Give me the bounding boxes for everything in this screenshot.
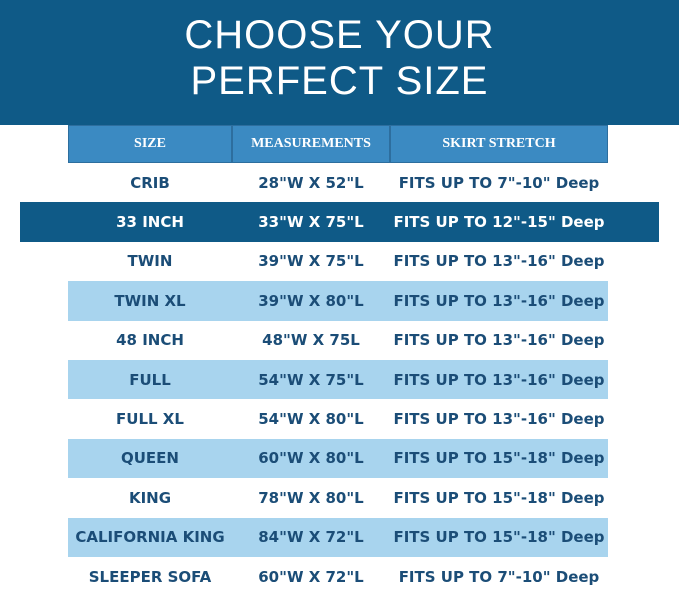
column-header: SKIRT STRETCH bbox=[390, 125, 608, 163]
table-row: CRIB 28"W X 52"L FITS UP TO 7"-10" Deep bbox=[68, 163, 608, 202]
table-cell: 48"W X 75L bbox=[262, 331, 360, 350]
table-row: FULL XL 54"W X 80"L FITS UP TO 13"-16" Dee… bbox=[68, 399, 608, 438]
table-cell: 48 INCH bbox=[116, 331, 184, 350]
table-row: CALIFORNIA KING 84"W X 72"L FITS UP TO 15"… bbox=[68, 517, 608, 557]
table-cell: FITS UP TO 13"-16" Deep bbox=[393, 331, 605, 350]
table-cell: FITS UP TO 15"-18" Deep bbox=[393, 528, 605, 547]
size-table: SIZE MEASUREMENTS SKIRT STRETCH CRIB 28"W… bbox=[20, 125, 659, 596]
header: CHOOSE YOUR PERFECT SIZE bbox=[0, 0, 679, 125]
table-cell: FITS UP TO 7"-10" Deep bbox=[398, 173, 600, 192]
table-row: QUEEN 60"W X 80"L FITS UP TO 15"-18" Deep bbox=[68, 438, 608, 479]
table-cell: FITS UP TO 7"-10" Deep bbox=[398, 567, 600, 586]
table-cell: CRIB bbox=[130, 173, 170, 192]
table-row: KING 78"W X 80"L FITS UP TO 15"-18" Deep bbox=[68, 478, 608, 517]
table-row: TWIN 39"W X 75"L FITS UP TO 13"-16" Deep bbox=[68, 242, 608, 281]
table-row: 48 INCH 48"W X 75L FITS UP TO 13"-16" Deep bbox=[68, 321, 608, 360]
title-line: PERFECT SIZE bbox=[190, 59, 489, 103]
table-cell: 60"W X 80"L bbox=[258, 449, 364, 468]
table-cell: CALIFORNIA KING bbox=[75, 528, 225, 547]
column-header: SIZE bbox=[68, 125, 232, 163]
table-cell: QUEEN bbox=[121, 449, 179, 468]
header-row: SIZE MEASUREMENTS SKIRT STRETCH bbox=[68, 125, 608, 163]
table-cell: 84"W X 72"L bbox=[258, 528, 364, 547]
table-cell: FITS UP TO 13"-16" Deep bbox=[393, 370, 605, 389]
table-cell: 39"W X 75"L bbox=[258, 252, 364, 271]
table-cell: TWIN XL bbox=[114, 291, 186, 310]
table-cell: FULL XL bbox=[116, 410, 184, 429]
table-cell: 39"W X 80"L bbox=[258, 291, 364, 310]
table-cell: FITS UP TO 13"-16" Deep bbox=[393, 410, 605, 429]
table-row: SLEEPER SOFA 60"W X 72"L FITS UP TO 7"-10"… bbox=[68, 557, 608, 596]
table-cell: KING bbox=[128, 488, 172, 507]
table-cell: 54"W X 80"L bbox=[258, 410, 364, 429]
table-cell: SLEEPER SOFA bbox=[88, 567, 212, 586]
table-cell: 33"W X 75"L bbox=[258, 213, 364, 232]
table-cell: FITS UP TO 15"-18" Deep bbox=[393, 449, 605, 468]
table-cell: 60"W X 72"L bbox=[258, 567, 364, 586]
column-header: MEASUREMENTS bbox=[232, 125, 390, 163]
table-cell: 78"W X 80"L bbox=[258, 488, 364, 507]
title-line: CHOOSE YOUR bbox=[184, 13, 495, 57]
table-row: TWIN XL 39"W X 80"L FITS UP TO 13"-16" Dee… bbox=[68, 281, 608, 321]
table-cell: TWIN bbox=[127, 252, 173, 271]
table-row: FULL 54"W X 75"L FITS UP TO 13"-16" Deep bbox=[68, 359, 608, 400]
table-row: 33 INCH 33"W X 75"L FITS UP TO 12"-15" Dee… bbox=[20, 202, 659, 242]
table-cell: 33 INCH bbox=[116, 213, 184, 232]
table-cell: FITS UP TO 13"-16" Deep bbox=[393, 291, 605, 310]
table-cell: FITS UP TO 12"-15" Deep bbox=[393, 213, 605, 232]
table-cell: FULL bbox=[129, 370, 171, 389]
table-cell: FITS UP TO 13"-16" Deep bbox=[393, 252, 605, 271]
table-cell: 54"W X 75"L bbox=[258, 370, 364, 389]
table-cell: 28"W X 52"L bbox=[258, 173, 364, 192]
table-cell: FITS UP TO 15"-18" Deep bbox=[393, 488, 605, 507]
